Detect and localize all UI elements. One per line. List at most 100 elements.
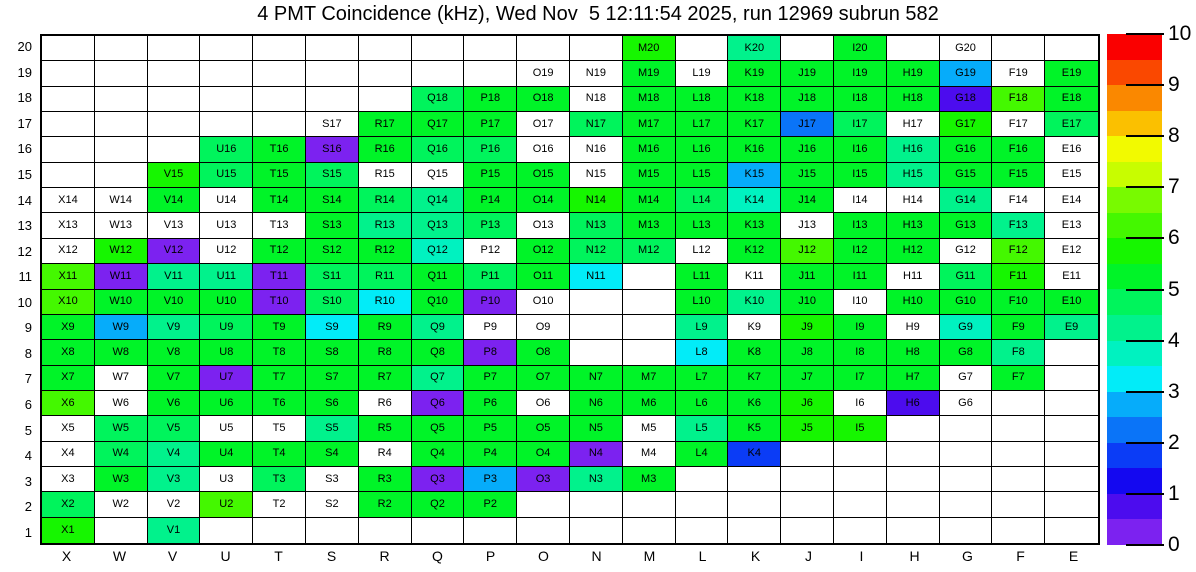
cell-X14: X14 <box>42 188 95 214</box>
cell-M1 <box>622 517 676 543</box>
cell-S15: S15 <box>305 162 359 189</box>
cell-W11: W11 <box>94 264 148 290</box>
cell-S10: S10 <box>305 289 359 315</box>
cell-U16: U16 <box>200 137 254 163</box>
cell-I16: I16 <box>833 137 887 163</box>
cell-G16: G16 <box>939 137 993 163</box>
cell-R1 <box>358 517 412 543</box>
cell-H7: H7 <box>886 365 940 391</box>
cell-M4: M4 <box>622 441 676 467</box>
cell-Q5: Q5 <box>411 416 465 442</box>
cell-M13: M13 <box>622 213 676 239</box>
cell-M8 <box>622 340 676 366</box>
x-axis-label-X: X <box>61 548 72 564</box>
cell-M9 <box>622 314 676 341</box>
cell-S18 <box>305 86 359 113</box>
cell-G9: G9 <box>939 314 993 341</box>
cell-S14: S14 <box>305 188 359 214</box>
cell-V8: V8 <box>147 340 201 366</box>
cell-X6: X6 <box>42 390 95 417</box>
cell-J2 <box>781 492 834 518</box>
cell-J4 <box>781 441 834 467</box>
cell-H18: H18 <box>886 86 940 113</box>
cell-O14: O14 <box>517 188 570 214</box>
cell-N17: N17 <box>569 112 623 138</box>
cell-F11: F11 <box>992 264 1046 290</box>
chart-title: 4 PMT Coincidence (kHz), Wed Nov 5 12:11… <box>257 3 939 25</box>
cell-L11: L11 <box>675 264 729 290</box>
y-axis-label-7: 7 <box>24 371 32 387</box>
cell-L7: L7 <box>675 365 729 391</box>
cell-W4: W4 <box>94 441 148 467</box>
colorbar-tick-label-3: 3 <box>1168 379 1180 403</box>
cell-X8: X8 <box>42 340 95 366</box>
colorbar-band <box>1107 366 1162 392</box>
cell-J5: J5 <box>781 416 834 442</box>
cell-H20 <box>886 36 940 62</box>
cell-H15: H15 <box>886 162 940 189</box>
cell-E7 <box>1045 365 1098 391</box>
x-axis-label-Q: Q <box>432 548 443 564</box>
cell-J15: J15 <box>781 162 834 189</box>
colorbar-tick <box>1126 237 1164 240</box>
y-axis-label-11: 11 <box>18 269 33 285</box>
cell-R5: R5 <box>358 416 412 442</box>
cell-K1 <box>728 517 782 543</box>
cell-F5 <box>992 416 1046 442</box>
cell-J18: J18 <box>781 86 834 113</box>
cell-G5 <box>939 416 993 442</box>
cell-S3: S3 <box>305 466 359 493</box>
cell-N11: N11 <box>569 264 623 290</box>
cell-N2 <box>569 492 623 518</box>
y-axis-label-20: 20 <box>17 39 32 55</box>
cell-R16: R16 <box>358 137 412 163</box>
cell-O11: O11 <box>517 264 570 290</box>
colorbar-band <box>1107 161 1162 188</box>
cell-V15: V15 <box>147 162 201 189</box>
colorbar-band <box>1107 263 1162 290</box>
cell-I12: I12 <box>833 238 887 265</box>
cell-J19: J19 <box>781 61 834 87</box>
cell-K3 <box>728 466 782 493</box>
cell-Q4: Q4 <box>411 441 465 467</box>
cell-X5: X5 <box>42 416 95 442</box>
cell-Q16: Q16 <box>411 137 465 163</box>
cell-L19: L19 <box>675 61 729 87</box>
cell-E20 <box>1045 36 1098 62</box>
cell-L3 <box>675 466 729 493</box>
cell-G13: G13 <box>939 213 993 239</box>
cell-P13: P13 <box>464 213 518 239</box>
cell-W10: W10 <box>94 289 148 315</box>
cell-F4 <box>992 441 1046 467</box>
y-axis-label-8: 8 <box>24 345 32 361</box>
cell-H11: H11 <box>886 264 940 290</box>
cell-N8 <box>569 340 623 366</box>
cell-W8: W8 <box>94 340 148 366</box>
cell-E11: E11 <box>1045 264 1098 290</box>
cell-X13: X13 <box>42 213 95 239</box>
cell-H6: H6 <box>886 390 940 417</box>
cell-L5: L5 <box>675 416 729 442</box>
cell-E14: E14 <box>1045 188 1098 214</box>
cell-J12: J12 <box>781 238 834 265</box>
cell-I14: I14 <box>833 188 887 214</box>
cell-H16: H16 <box>886 137 940 163</box>
cell-Q19 <box>411 61 465 87</box>
cell-U17 <box>200 112 254 138</box>
colorbar-tick-label-1: 1 <box>1168 481 1180 505</box>
colorbar-band <box>1107 417 1162 443</box>
cell-P2: P2 <box>464 492 518 518</box>
cell-L12: L12 <box>675 238 729 265</box>
cell-F18: F18 <box>992 86 1046 113</box>
cell-Q15: Q15 <box>411 162 465 189</box>
cell-K4: K4 <box>728 441 782 467</box>
x-axis-label-W: W <box>112 548 127 564</box>
cell-T18 <box>253 86 306 113</box>
cell-L9: L9 <box>675 314 729 341</box>
cell-J7: J7 <box>781 365 834 391</box>
cell-L17: L17 <box>675 112 729 138</box>
cell-R13: R13 <box>358 213 412 239</box>
x-axis-label-R: R <box>379 548 390 564</box>
colorbar-band <box>1107 340 1162 367</box>
